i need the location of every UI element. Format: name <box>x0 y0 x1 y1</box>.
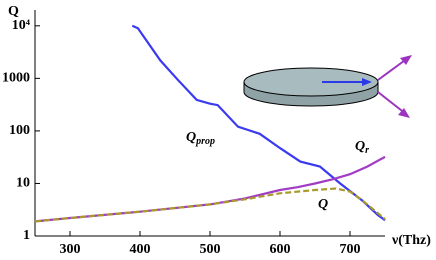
y-tick-label: 100 <box>9 123 30 138</box>
series-name: Q <box>186 130 196 145</box>
series-name: Q <box>355 139 365 154</box>
y-tick-label: 10⁴ <box>12 18 31 33</box>
series-label: Qr <box>355 139 369 156</box>
y-axis-label: Q <box>8 4 19 19</box>
disk-inset <box>243 55 412 118</box>
series-line <box>131 24 386 222</box>
y-tick-label: 1 <box>23 228 30 243</box>
series-label: Qprop <box>186 130 215 147</box>
y-tick-label: 1000 <box>2 71 30 86</box>
y-tick-label: 10 <box>16 176 30 191</box>
x-tick-label: 700 <box>340 242 361 257</box>
series-line <box>34 187 386 223</box>
x-axis-label: ν(Thz) <box>391 233 431 248</box>
x-tick-label: 400 <box>130 242 151 257</box>
series-label: Q <box>318 197 328 212</box>
x-tick-label: 600 <box>270 242 291 257</box>
x-tick-label: 500 <box>200 242 221 257</box>
series-name: Q <box>318 197 328 212</box>
series-subscript: r <box>365 145 369 156</box>
x-tick-label: 300 <box>60 242 81 257</box>
series-subscript: prop <box>195 136 215 147</box>
